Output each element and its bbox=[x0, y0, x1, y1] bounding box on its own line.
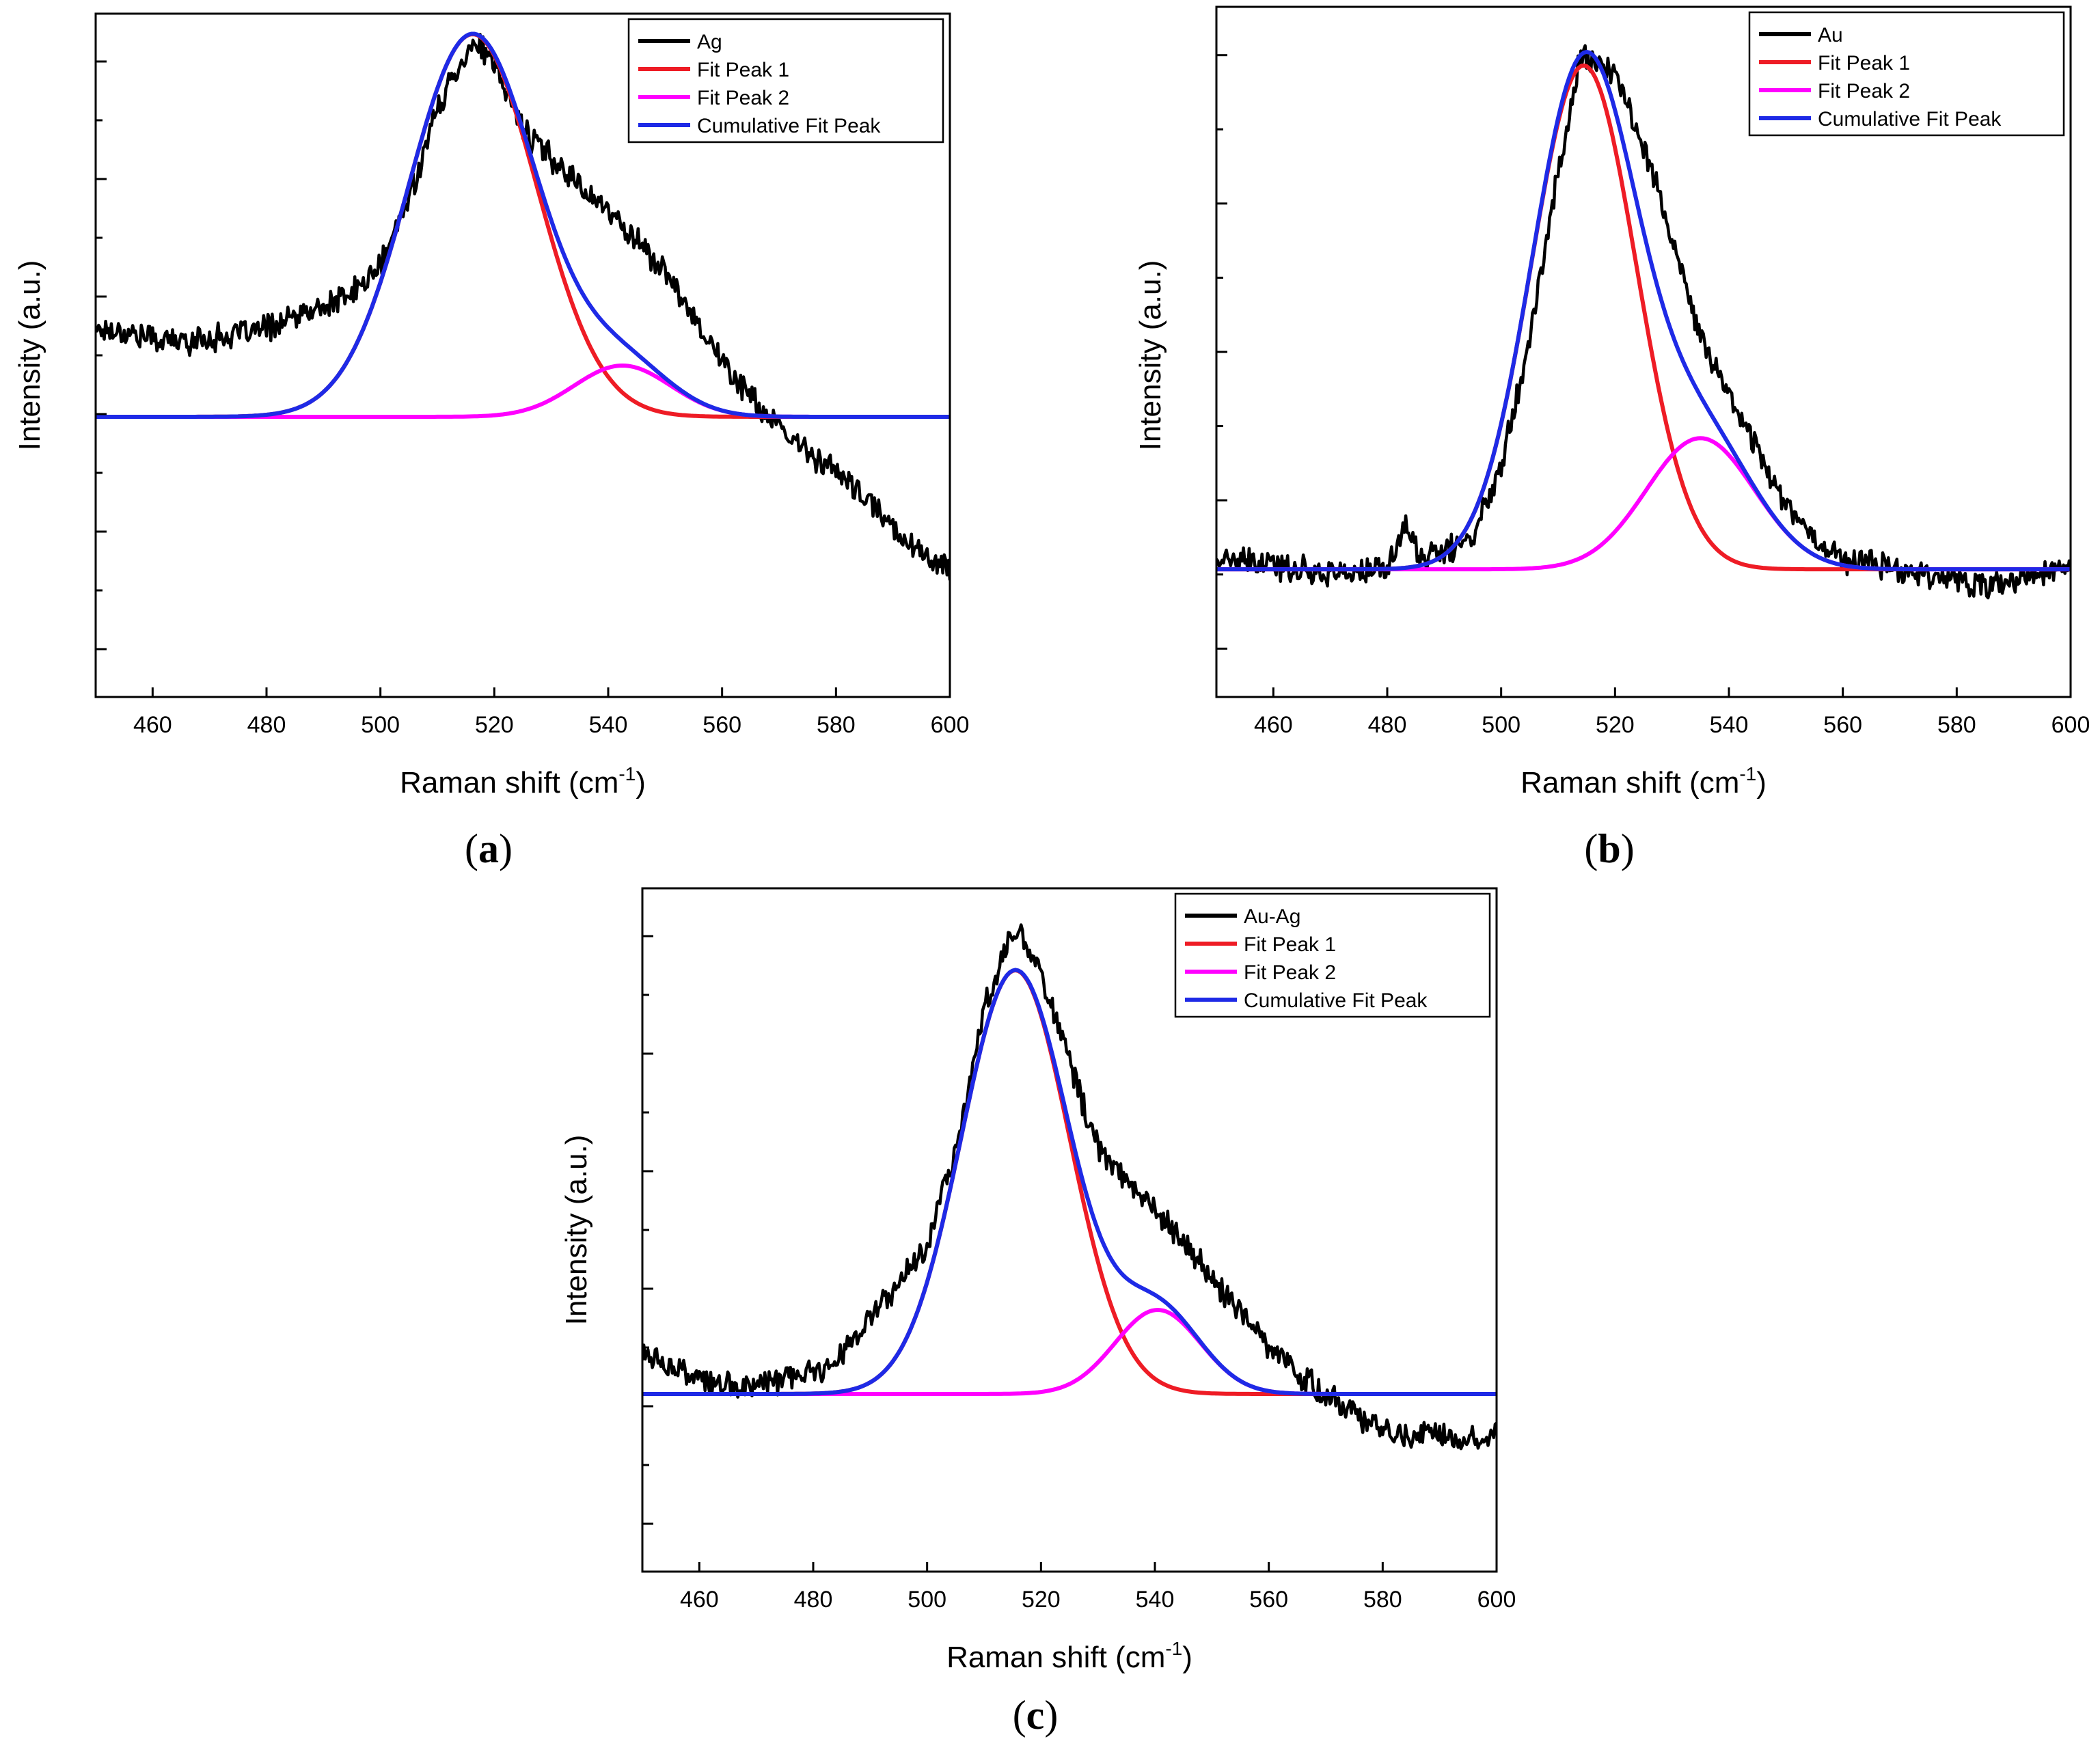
x-tick-label: 480 bbox=[794, 1587, 833, 1613]
x-tick-label: 460 bbox=[680, 1587, 719, 1613]
plot-area-a: 460 480 500 520 540 560 580 600 Ag Fit Peak 1 Fit … bbox=[94, 12, 970, 738]
chart-panel-c: 460 480 500 520 540 560 580 600 Au-Ag Fit Peak 1 F… bbox=[547, 875, 1538, 1749]
series-au-ag bbox=[642, 923, 1497, 1451]
x-tick-label: 600 bbox=[1477, 1587, 1516, 1613]
y-axis-title: Intensity (a.u.) bbox=[560, 1135, 593, 1326]
series-cumulative-fit-peak bbox=[96, 31, 950, 419]
x-axis-title: Raman shift (cm-1) bbox=[400, 763, 646, 799]
legend: Ag Fit Peak 1 Fit Peak 2 Cumulative Fit Pea… bbox=[627, 18, 944, 143]
legend-label: Fit Peak 1 bbox=[697, 59, 789, 81]
x-tick-label: 540 bbox=[589, 712, 628, 738]
series-fit-peak-2 bbox=[96, 363, 950, 419]
legend-label: Ag bbox=[697, 31, 722, 53]
x-axis-title: Raman shift (cm-1) bbox=[946, 1638, 1192, 1674]
x-tick-label: 560 bbox=[1249, 1587, 1288, 1613]
x-tick-label: 560 bbox=[1823, 712, 1862, 738]
x-tick-label: 480 bbox=[1368, 712, 1407, 738]
x-tick-label: 500 bbox=[908, 1587, 946, 1613]
x-tick-label: 540 bbox=[1710, 712, 1749, 738]
x-tick-label: 460 bbox=[1254, 712, 1293, 738]
panel-label-b: (b) bbox=[1584, 826, 1634, 871]
legend-label: Cumulative Fit Peak bbox=[697, 115, 881, 137]
chart-svg-a: 460 480 500 520 540 560 580 600 Ag Fit Peak 1 Fit … bbox=[13, 12, 970, 871]
y-axis-title: Intensity (a.u.) bbox=[1134, 260, 1167, 451]
x-tick-label: 580 bbox=[1937, 712, 1976, 738]
legend-label: Cumulative Fit Peak bbox=[1818, 108, 2002, 131]
x-tick-label: 480 bbox=[247, 712, 286, 738]
x-tick-label: 580 bbox=[1363, 1587, 1402, 1613]
series-fit-peak-1 bbox=[642, 968, 1497, 1396]
x-tick-label: 520 bbox=[475, 712, 514, 738]
legend-label: Fit Peak 2 bbox=[1818, 80, 1910, 102]
legend-label: Au bbox=[1818, 24, 1843, 46]
chart-panel-b: 460 480 500 520 540 560 580 600 Au Fit Peak 1 Fit … bbox=[1121, 0, 2100, 875]
plot-area-b: 460 480 500 520 540 560 580 600 Au Fit Peak 1 Fit … bbox=[1215, 5, 2090, 738]
x-tick-label: 520 bbox=[1022, 1587, 1061, 1613]
x-tick-label: 500 bbox=[361, 712, 400, 738]
x-tick-label: 520 bbox=[1596, 712, 1635, 738]
x-axis-title: Raman shift (cm-1) bbox=[1521, 763, 1767, 799]
legend-label: Fit Peak 1 bbox=[1818, 52, 1910, 74]
legend-label: Fit Peak 2 bbox=[1244, 961, 1336, 984]
x-tick-label: 560 bbox=[703, 712, 741, 738]
x-tick-label: 600 bbox=[2051, 712, 2090, 738]
x-tick-label: 460 bbox=[133, 712, 172, 738]
legend: Au-Ag Fit Peak 1 Fit Peak 2 Cumulative Fit … bbox=[1174, 892, 1491, 1018]
legend-label: Fit Peak 1 bbox=[1244, 933, 1336, 956]
plot-area-c: 460 480 500 520 540 560 580 600 Au-Ag Fit Peak 1 F… bbox=[641, 887, 1516, 1613]
chart-svg-c: 460 480 500 520 540 560 580 600 Au-Ag Fit Peak 1 F… bbox=[560, 887, 1516, 1738]
y-axis-title: Intensity (a.u.) bbox=[13, 260, 46, 451]
panel-label-a: (a) bbox=[465, 826, 513, 871]
legend: Au Fit Peak 1 Fit Peak 2 Cumulative Fit Pea… bbox=[1748, 11, 2065, 137]
legend-label: Au-Ag bbox=[1244, 905, 1300, 928]
chart-svg-b: 460 480 500 520 540 560 580 600 Au Fit Peak 1 Fit … bbox=[1134, 5, 2090, 871]
panel-label-c: (c) bbox=[1013, 1693, 1059, 1738]
x-tick-label: 500 bbox=[1482, 712, 1521, 738]
chart-panel-a: 460 480 500 520 540 560 580 600 Ag Fit Peak 1 Fit … bbox=[0, 0, 991, 875]
series-fit-peak-2 bbox=[642, 1307, 1497, 1396]
x-tick-label: 600 bbox=[931, 712, 970, 738]
legend-label: Fit Peak 2 bbox=[697, 87, 789, 109]
series-cumulative-fit-peak bbox=[642, 968, 1497, 1396]
series-fit-peak-2 bbox=[1216, 436, 2071, 572]
legend-label: Cumulative Fit Peak bbox=[1244, 989, 1428, 1012]
x-tick-label: 540 bbox=[1136, 1587, 1175, 1613]
x-tick-label: 580 bbox=[817, 712, 856, 738]
series-cumulative-fit-peak bbox=[1216, 49, 2071, 572]
